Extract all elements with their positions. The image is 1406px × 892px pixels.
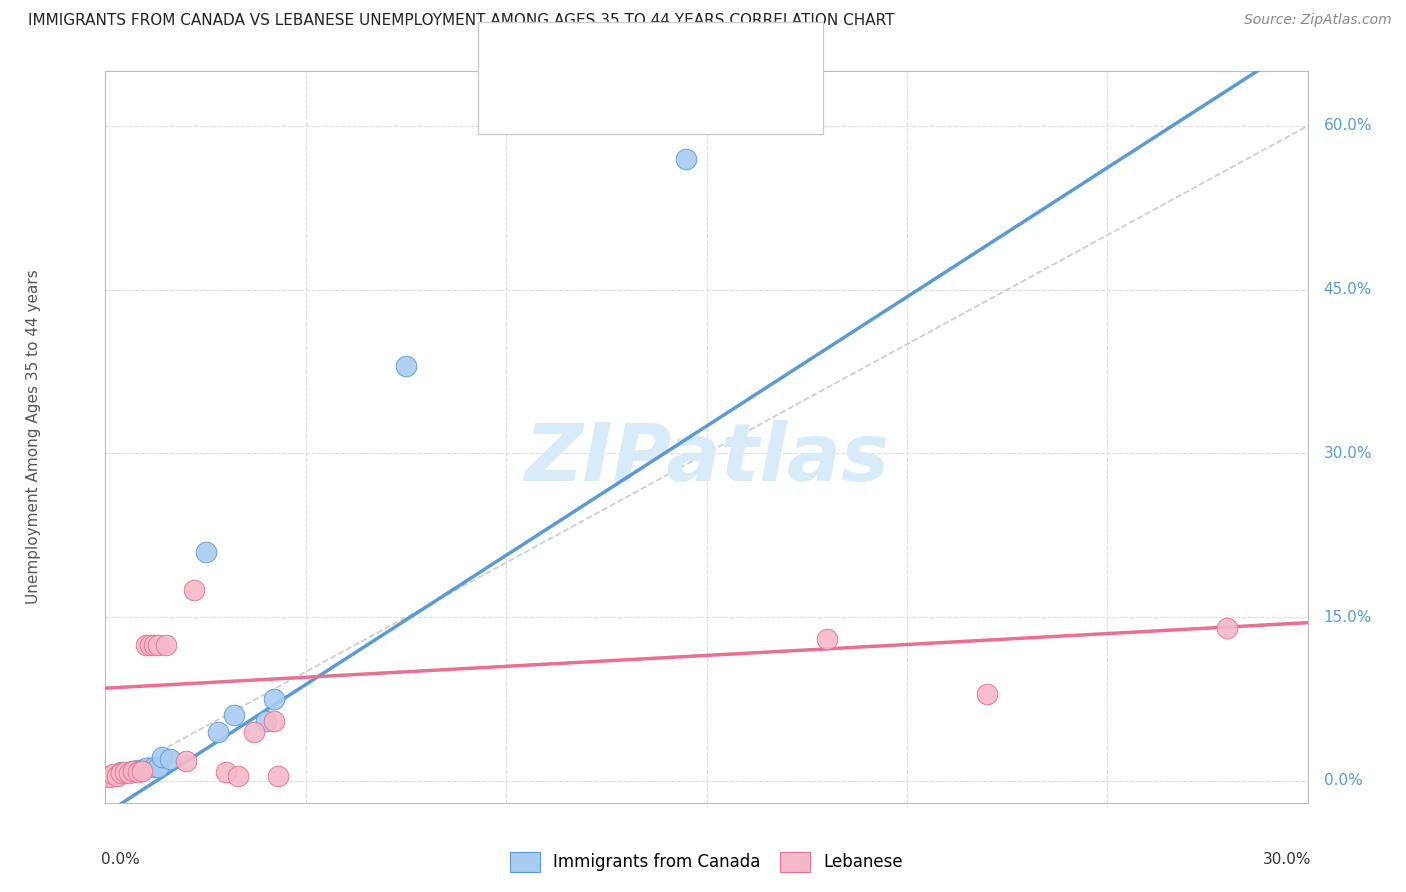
Point xyxy=(114,765,136,780)
Point xyxy=(138,638,160,652)
Point xyxy=(1216,621,1239,635)
Point xyxy=(135,638,157,652)
Point xyxy=(122,764,145,779)
Text: 45.0%: 45.0% xyxy=(1323,282,1372,297)
Text: 24: 24 xyxy=(693,94,714,112)
Text: Unemployment Among Ages 35 to 44 years: Unemployment Among Ages 35 to 44 years xyxy=(25,269,41,605)
Point xyxy=(103,768,125,782)
Point xyxy=(110,765,132,780)
Point xyxy=(226,768,249,782)
Text: 15.0%: 15.0% xyxy=(1323,610,1372,624)
Text: 21: 21 xyxy=(693,45,714,62)
Point xyxy=(146,760,169,774)
Point xyxy=(118,765,141,780)
Point xyxy=(263,714,285,728)
Point xyxy=(815,632,838,646)
Text: R =: R = xyxy=(538,45,575,62)
Text: 0.0%: 0.0% xyxy=(101,852,141,867)
Text: Source: ZipAtlas.com: Source: ZipAtlas.com xyxy=(1244,13,1392,28)
Text: 0.785: 0.785 xyxy=(581,45,628,62)
Point xyxy=(122,764,145,779)
Text: 0.0%: 0.0% xyxy=(1323,773,1362,789)
Text: 60.0%: 60.0% xyxy=(1323,119,1372,134)
Point xyxy=(142,638,165,652)
Point xyxy=(150,750,173,764)
Point xyxy=(242,724,264,739)
Legend: Immigrants from Canada, Lebanese: Immigrants from Canada, Lebanese xyxy=(503,845,910,879)
Point xyxy=(183,582,205,597)
Point xyxy=(155,638,177,652)
Point xyxy=(214,765,236,780)
Point xyxy=(127,765,149,780)
Point xyxy=(107,768,129,782)
Point xyxy=(131,763,153,777)
Point xyxy=(114,766,136,780)
Point xyxy=(207,724,229,739)
Point xyxy=(267,768,290,782)
Point xyxy=(107,767,129,781)
Point xyxy=(194,545,217,559)
Text: 30.0%: 30.0% xyxy=(1323,446,1372,461)
Text: 30.0%: 30.0% xyxy=(1263,852,1312,867)
Text: N =: N = xyxy=(647,45,683,62)
Point xyxy=(131,764,153,779)
Point xyxy=(254,714,277,728)
Point xyxy=(675,152,697,166)
Point xyxy=(118,766,141,780)
Point xyxy=(127,763,149,777)
Point xyxy=(222,708,245,723)
Point xyxy=(142,760,165,774)
Text: N =: N = xyxy=(647,94,683,112)
Text: IMMIGRANTS FROM CANADA VS LEBANESE UNEMPLOYMENT AMONG AGES 35 TO 44 YEARS CORREL: IMMIGRANTS FROM CANADA VS LEBANESE UNEMP… xyxy=(28,13,894,29)
Text: 0.142: 0.142 xyxy=(581,94,628,112)
Point xyxy=(146,638,169,652)
Point xyxy=(263,692,285,706)
Text: R =: R = xyxy=(538,94,575,112)
Point xyxy=(135,761,157,775)
Point xyxy=(98,770,121,784)
Point xyxy=(110,766,132,780)
Point xyxy=(103,767,125,781)
Text: ZIPatlas: ZIPatlas xyxy=(524,420,889,498)
Point xyxy=(976,687,998,701)
Point xyxy=(395,359,418,373)
Point xyxy=(159,752,181,766)
Point xyxy=(98,768,121,782)
Point xyxy=(174,754,197,768)
